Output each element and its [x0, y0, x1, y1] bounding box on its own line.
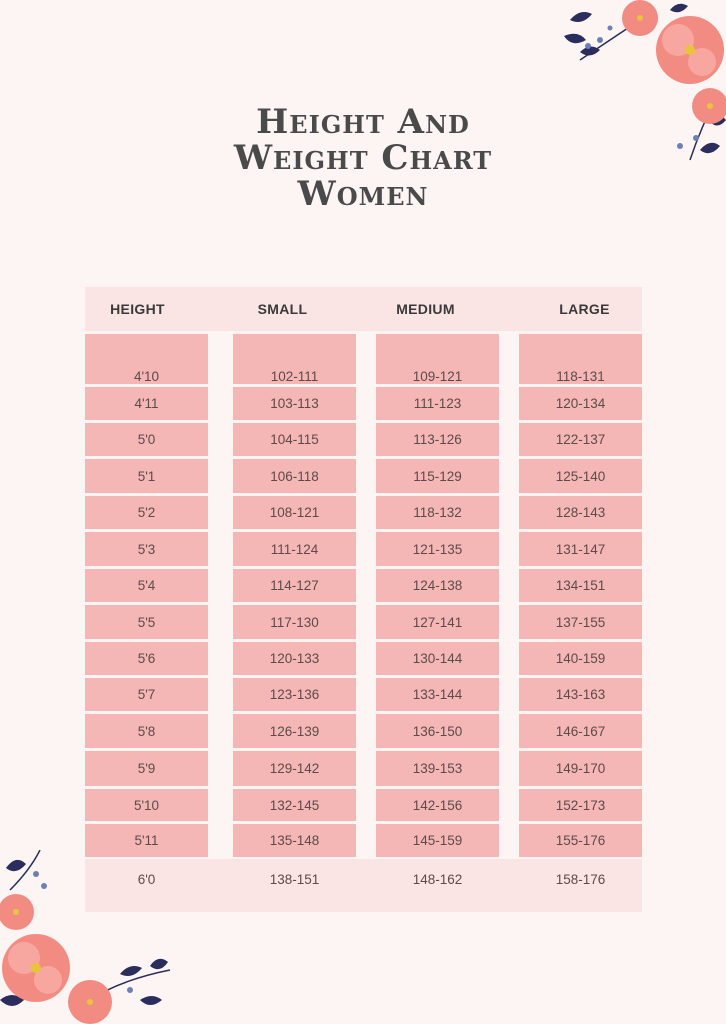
table-cell: 120-133	[233, 642, 356, 675]
table-cell: 155-176	[519, 824, 642, 857]
table-cell: 152-173	[519, 789, 642, 821]
title-line-1: Height And	[256, 102, 470, 142]
table-cell: 5'7	[85, 678, 208, 711]
table-cell: 5'1	[85, 459, 208, 493]
floral-top-right-icon	[564, 0, 726, 161]
table-cell: 109-121	[376, 334, 499, 384]
table-cell: 124-138	[376, 569, 499, 602]
table-cell: 137-155	[519, 605, 642, 639]
table-cell: 4'11	[85, 387, 208, 420]
table-cell: 115-129	[376, 459, 499, 493]
table-cell: 118-132	[376, 496, 499, 529]
table-cell: 140-159	[519, 642, 642, 675]
table-cell-last-row: 6'0	[137, 871, 156, 887]
table-cell: 127-141	[376, 605, 499, 639]
table-cell: 149-170	[519, 751, 642, 786]
column-header-height: HEIGHT	[110, 301, 165, 317]
height-weight-table: HEIGHT SMALL MEDIUM LARGE 4'10 102-111 109-121…	[85, 287, 642, 912]
table-cell: 142-156	[376, 789, 499, 821]
table-cell: 134-151	[519, 569, 642, 602]
table-cell: 130-144	[376, 642, 499, 675]
table-cell: 122-137	[519, 423, 642, 456]
table-cell: 5'0	[85, 423, 208, 456]
table-cell: 143-163	[519, 678, 642, 711]
table-cell: 5'5	[85, 605, 208, 639]
table-cell: 5'6	[85, 642, 208, 675]
table-cell: 135-148	[233, 824, 356, 857]
table-cell: 129-142	[233, 751, 356, 786]
table-cell: 102-111	[233, 334, 356, 384]
table-cell: 145-159	[376, 824, 499, 857]
table-cell: 146-167	[519, 714, 642, 748]
table-cell: 104-115	[233, 423, 356, 456]
table-cell: 136-150	[376, 714, 499, 748]
table-cell: 5'2	[85, 496, 208, 529]
table-cell: 131-147	[519, 532, 642, 566]
table-cell: 108-121	[233, 496, 356, 529]
table-cell-last-row: 138-151	[269, 871, 320, 887]
table-cell: 5'4	[85, 569, 208, 602]
table-cell: 114-127	[233, 569, 356, 602]
table-cell: 120-134	[519, 387, 642, 420]
column-header-large: LARGE	[559, 301, 610, 317]
table-header-band	[85, 287, 642, 331]
table-cell: 121-135	[376, 532, 499, 566]
table-cell: 5'3	[85, 532, 208, 566]
table-cell: 123-136	[233, 678, 356, 711]
table-cell: 5'10	[85, 789, 208, 821]
table-cell: 117-130	[233, 605, 356, 639]
column-header-medium: MEDIUM	[396, 301, 455, 317]
page-title: Height And Weight Chart Women	[0, 104, 726, 212]
floral-bottom-left-icon	[0, 850, 171, 1024]
table-cell-last-row: 158-176	[555, 871, 606, 887]
table-cell: 125-140	[519, 459, 642, 493]
table-cell: 5'9	[85, 751, 208, 786]
table-footer-band	[85, 859, 642, 912]
table-cell: 5'11	[85, 824, 208, 857]
table-cell: 133-144	[376, 678, 499, 711]
table-cell: 5'8	[85, 714, 208, 748]
title-line-2: Weight Chart	[233, 138, 493, 178]
title-line-3: Women	[297, 174, 429, 214]
table-cell: 111-124	[233, 532, 356, 566]
table-cell: 106-118	[233, 459, 356, 493]
table-cell: 113-126	[376, 423, 499, 456]
table-cell-last-row: 148-162	[412, 871, 463, 887]
table-cell: 103-113	[233, 387, 356, 420]
column-header-small: SMALL	[257, 301, 308, 317]
table-cell: 118-131	[519, 334, 642, 384]
table-cell: 132-145	[233, 789, 356, 821]
table-cell: 4'10	[85, 334, 208, 384]
table-cell: 111-123	[376, 387, 499, 420]
table-cell: 128-143	[519, 496, 642, 529]
table-cell: 126-139	[233, 714, 356, 748]
table-cell: 139-153	[376, 751, 499, 786]
